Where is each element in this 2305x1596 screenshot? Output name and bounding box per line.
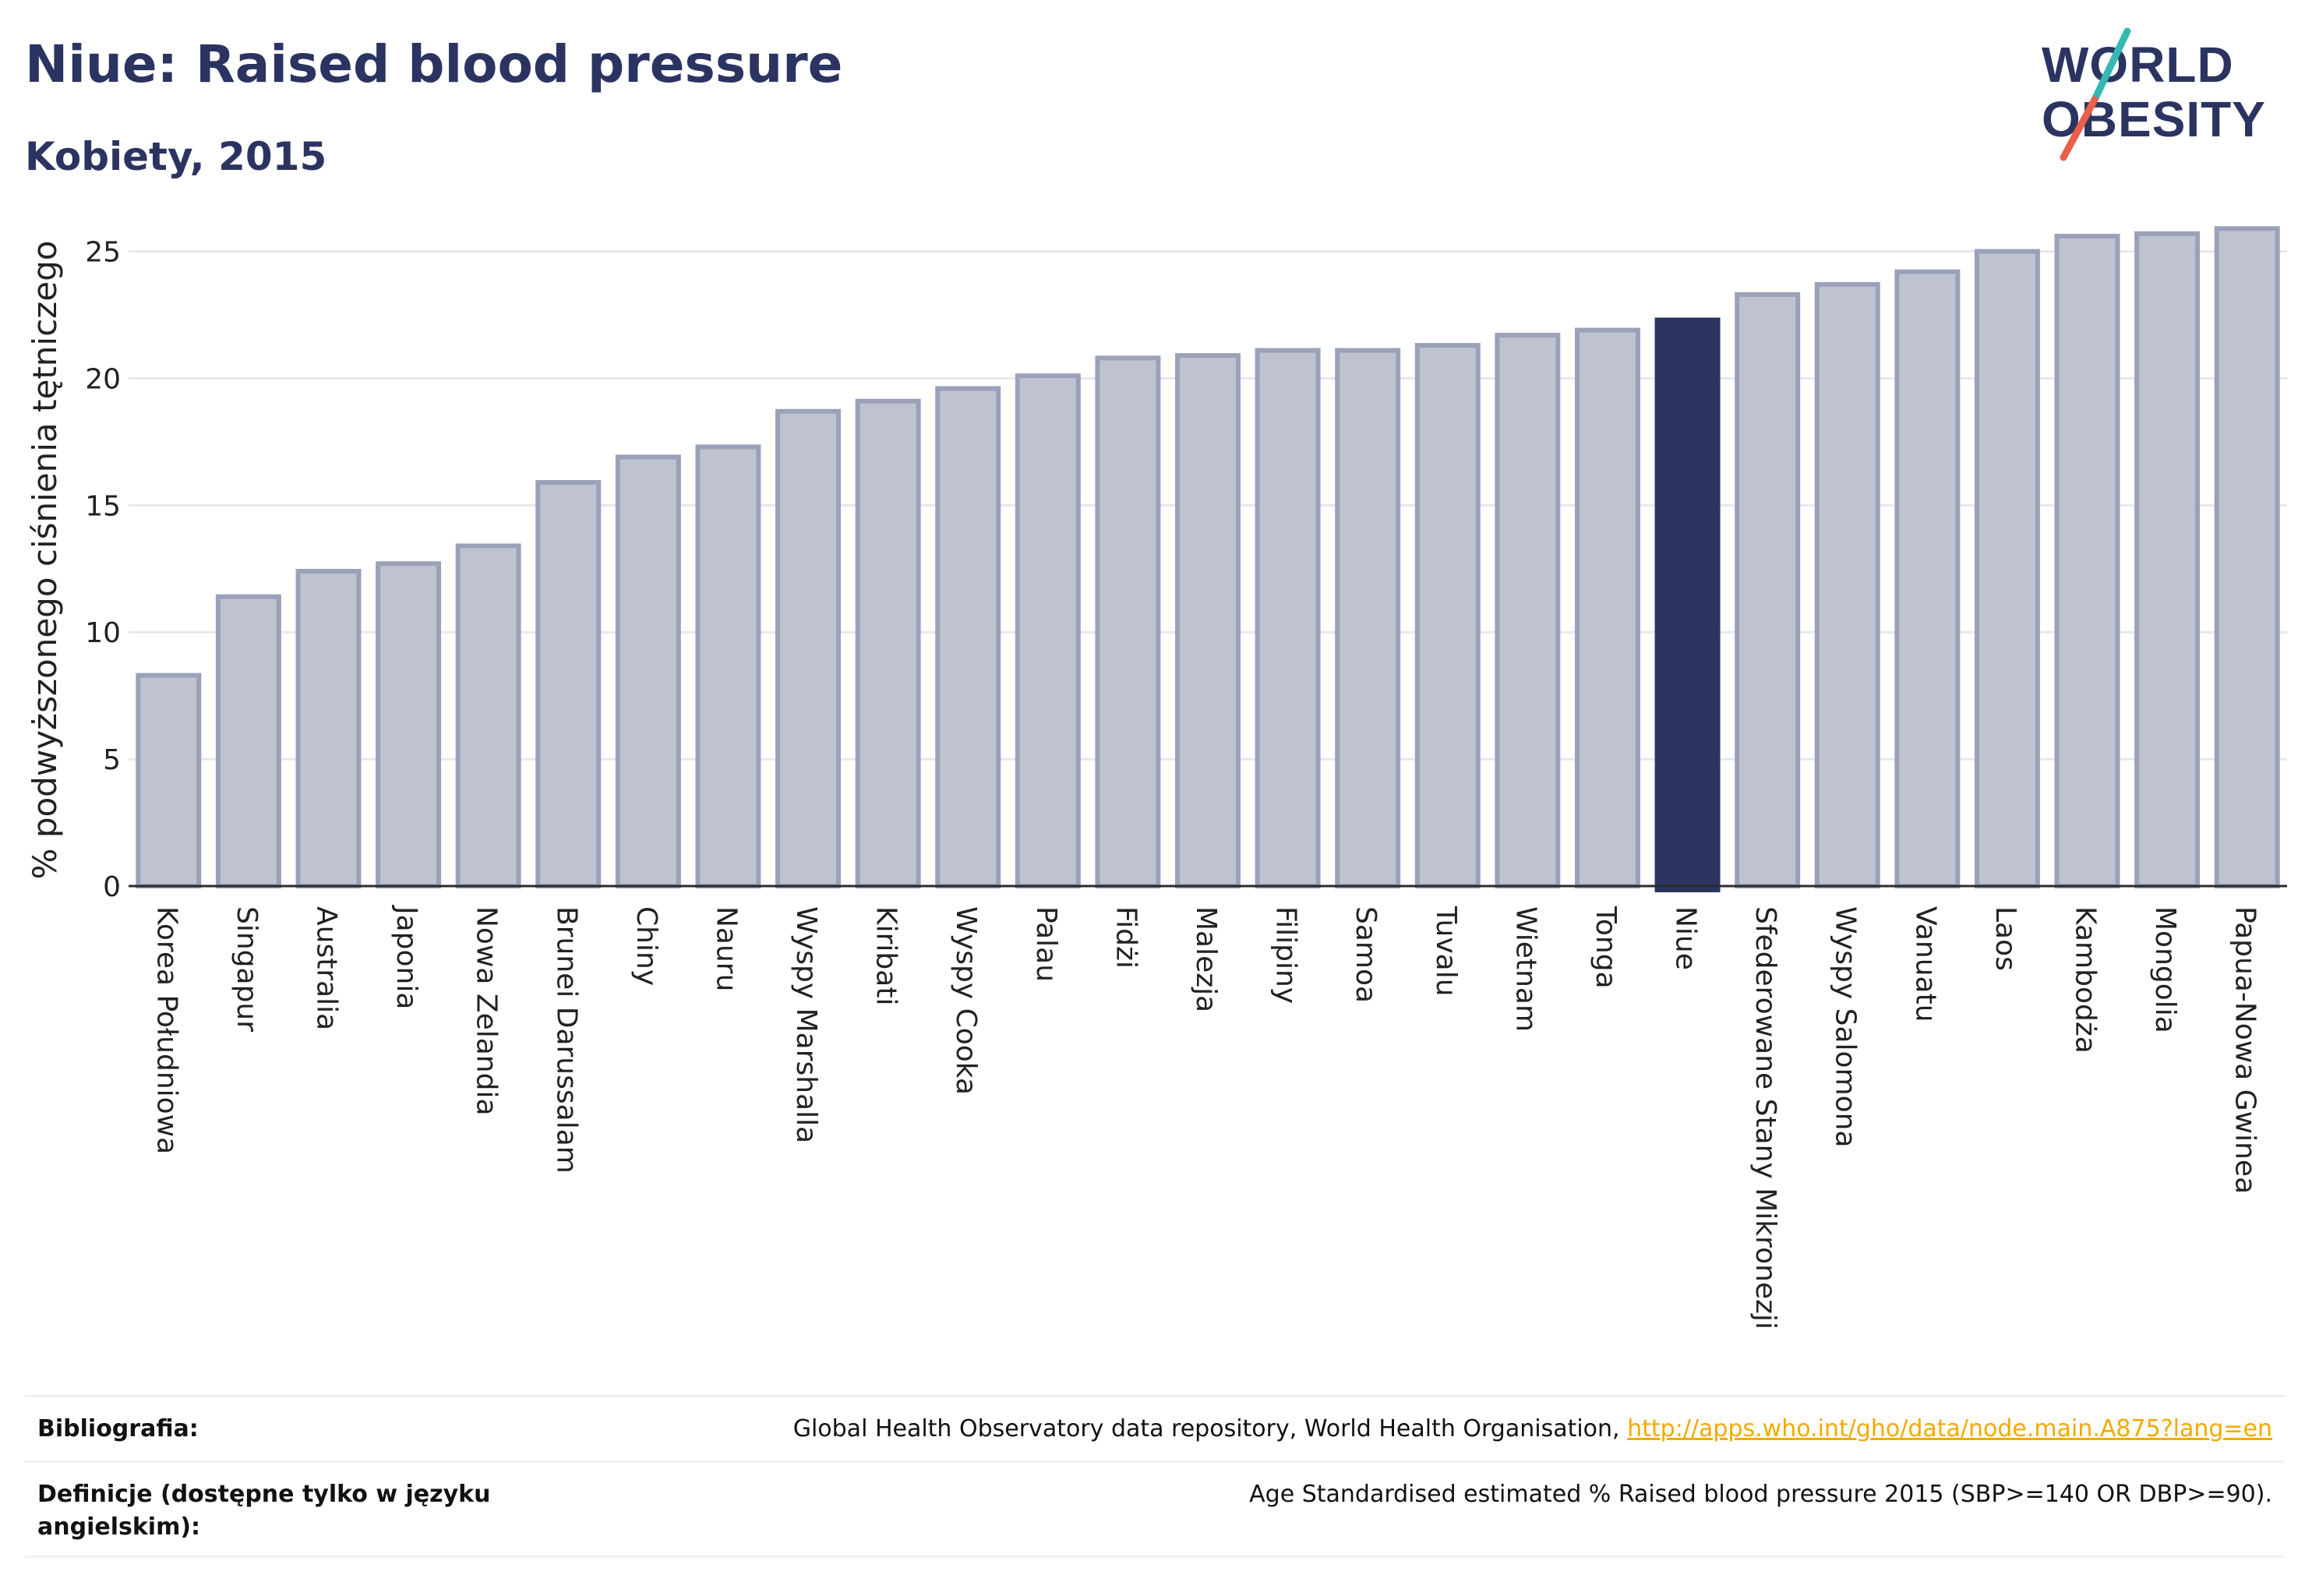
bars bbox=[136, 226, 2280, 892]
bar-tuvalu bbox=[1414, 343, 1481, 889]
x-category-label: Chiny bbox=[630, 906, 662, 986]
x-category-label: Wyspy Cooka bbox=[950, 906, 982, 1095]
x-category-label: Papua-Nowa Gwinea bbox=[2229, 906, 2261, 1194]
x-category-label: Niue bbox=[1670, 906, 1702, 970]
x-category-label: Kambodża bbox=[2070, 906, 2102, 1054]
x-category-label: Filipiny bbox=[1270, 906, 1302, 1004]
bar-samoa bbox=[1335, 348, 1401, 888]
x-category-label: Mongolia bbox=[2149, 906, 2181, 1033]
definitions-label: Definicje (dostępne tylko w języku angie… bbox=[37, 1481, 491, 1541]
x-category-label: Fidżi bbox=[1110, 906, 1142, 969]
bar-wyspy-cooka bbox=[935, 386, 1001, 888]
bar-palau bbox=[1015, 373, 1081, 888]
x-category-label: Palau bbox=[1030, 906, 1062, 982]
bar-wyspy-salomona bbox=[1814, 281, 1880, 888]
bar-singapur bbox=[215, 594, 281, 888]
x-category-label: Wyspy Salomona bbox=[1830, 906, 1862, 1148]
footer-bottom-rule bbox=[25, 1555, 2285, 1561]
x-axis-categories: Korea Południowa Singapur Australia Japonia… bbox=[150, 905, 2261, 1329]
y-tick-label: 20 bbox=[85, 363, 121, 395]
bar-sfederowane-stany-mikronezji bbox=[1735, 291, 1801, 888]
bar-tonga bbox=[1574, 327, 1640, 889]
x-category-label: Sfederowane Stany Mikronezji bbox=[1749, 906, 1781, 1329]
bibliography-value: Global Health Observatory data repositor… bbox=[793, 1413, 2272, 1446]
logo-line2: OBESITY bbox=[2042, 91, 2266, 147]
bibliography-link[interactable]: http://apps.who.int/gho/data/node.main.A… bbox=[1627, 1415, 2272, 1442]
bar-fid-i bbox=[1095, 355, 1161, 888]
x-category-label: Nowa Zelandia bbox=[471, 906, 503, 1116]
x-category-label: Samoa bbox=[1350, 906, 1382, 1003]
bar-laos bbox=[1974, 249, 2040, 889]
bar-filipiny bbox=[1255, 348, 1321, 888]
x-category-label: Tuvalu bbox=[1430, 906, 1462, 997]
bar-australia bbox=[295, 569, 362, 888]
bar-korea-po-udniowa bbox=[136, 673, 202, 888]
bar-malezja bbox=[1175, 353, 1241, 888]
x-category-label: Korea Południowa bbox=[150, 906, 182, 1154]
x-category-label: Singapur bbox=[231, 906, 263, 1032]
bar-wietnam bbox=[1495, 333, 1561, 889]
bar-wyspy-marshalla bbox=[775, 408, 842, 888]
bar-brunei-darussalam bbox=[535, 480, 602, 888]
page-title: Niue: Raised blood pressure bbox=[25, 34, 843, 94]
bar-kiribati bbox=[855, 398, 921, 888]
bar-chiny bbox=[615, 454, 681, 888]
x-category-label: Kiribati bbox=[870, 906, 902, 1005]
footer-definitions-row: Definicje (dostępne tylko w języku angie… bbox=[25, 1460, 2285, 1556]
bar-chart: 0 5 10 15 20 25 Korea Południowa Singapur Austr… bbox=[26, 226, 2287, 1329]
y-tick-label: 5 bbox=[103, 744, 121, 776]
bar-japonia bbox=[376, 561, 442, 888]
y-tick-label: 10 bbox=[85, 617, 121, 649]
footer-bibliography-row: Bibliografia: Global Health Observatory … bbox=[25, 1395, 2285, 1461]
x-category-label: Tonga bbox=[1590, 906, 1622, 989]
x-category-label: Wyspy Marshalla bbox=[790, 906, 822, 1143]
y-axis-ticks: 0 5 10 15 20 25 bbox=[85, 237, 121, 903]
bibliography-label: Bibliografia: bbox=[37, 1415, 199, 1442]
x-category-label: Wietnam bbox=[1509, 906, 1541, 1032]
x-category-label: Malezja bbox=[1190, 906, 1222, 1012]
x-category-label: Nauru bbox=[710, 906, 742, 991]
bar-mongolia bbox=[2134, 231, 2201, 888]
bar-nauru bbox=[695, 444, 761, 888]
y-tick-label: 25 bbox=[85, 237, 121, 269]
logo-line1: WORLD bbox=[2042, 37, 2234, 93]
bar-niue bbox=[1654, 317, 1721, 892]
definitions-value: Age Standardised estimated % Raised bloo… bbox=[1249, 1481, 2272, 1508]
x-category-label: Australia bbox=[310, 906, 342, 1030]
bar-kambod-a bbox=[2054, 234, 2120, 888]
bar-nowa-zelandia bbox=[455, 543, 521, 888]
y-tick-label: 15 bbox=[85, 490, 121, 522]
y-axis-label: % podwyższonego ciśnienia tętniczego bbox=[26, 241, 64, 880]
y-tick-label: 0 bbox=[103, 871, 121, 903]
x-category-label: Laos bbox=[1989, 906, 2021, 971]
bar-vanuatu bbox=[1894, 269, 1961, 888]
page-subtitle: Kobiety, 2015 bbox=[25, 134, 327, 179]
x-category-label: Japonia bbox=[390, 905, 422, 1009]
bar-papua-nowa-gwinea bbox=[2214, 226, 2280, 888]
world-obesity-logo: WORLD OBESITY bbox=[2026, 23, 2291, 164]
x-category-label: Vanuatu bbox=[1909, 906, 1941, 1022]
x-category-label: Brunei Darussalam bbox=[550, 906, 582, 1174]
bibliography-text: Global Health Observatory data repositor… bbox=[792, 1415, 1620, 1442]
